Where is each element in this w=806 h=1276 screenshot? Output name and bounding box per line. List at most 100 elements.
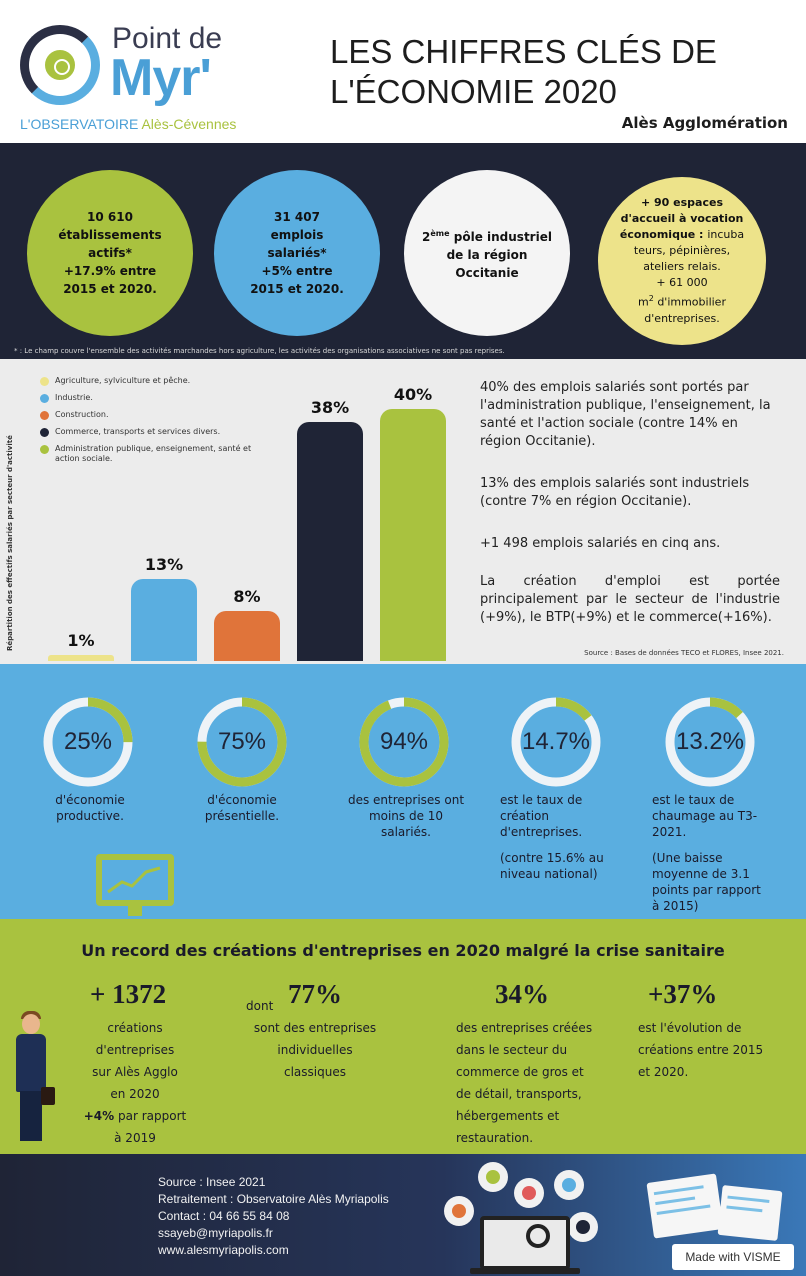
ring-value: 13.2% (675, 728, 745, 755)
ring-description: est le taux de création d'entreprises. (500, 793, 583, 839)
legend-label: Industrie. (55, 393, 93, 402)
legend-color-icon (40, 411, 49, 420)
chart-legend: Agriculture, sylviculture et pêche. Indus… (40, 376, 265, 471)
made-with-visme-badge[interactable]: Made with VISME (672, 1244, 794, 1270)
key-figure-spaces: + 90 espaces d'accueil à vocation économ… (598, 177, 766, 345)
ring-graphic (665, 697, 755, 787)
document-icon (646, 1173, 724, 1239)
creations-number: + 1372 (90, 979, 167, 1009)
commerce-text: des entreprises créées dans le secteur d… (456, 1021, 593, 1145)
ring-value: 25% (63, 728, 113, 755)
footnote: * : Le champ couvre l'ensemble des activ… (14, 347, 505, 355)
ring-extra-note: (Une baisse moyenne de 3.1 points par ra… (652, 851, 761, 913)
dont-label: dont (246, 999, 274, 1013)
person-body (16, 1034, 46, 1092)
legend-label: Administration publique, enseignement, s… (55, 444, 252, 463)
legend-color-icon (40, 377, 49, 386)
ring-description: d'économie productive. (55, 793, 125, 823)
footer: Source : Insee 2021 Retraitement : Obser… (0, 1154, 806, 1276)
ring-value: 75% (217, 728, 267, 755)
bar-value-label: 40% (393, 385, 433, 404)
bar-value-label: 38% (310, 397, 350, 417)
ring-progress (665, 697, 755, 787)
chart-source: Source : Bases de données TECO et FLORES… (584, 649, 784, 657)
stat-ring: 94% (358, 696, 450, 788)
ring-extra-note: (contre 15.6% au niveau national) (500, 851, 604, 881)
bar-value-label: 8% (233, 586, 261, 606)
ring-value: 94% (379, 728, 429, 755)
legend-item: Commerce, transports et services divers. (40, 427, 265, 437)
coins-icon (444, 1196, 474, 1226)
ring-description: est le taux de chaumage au T3-2021. (652, 793, 758, 839)
ring-progress (359, 697, 449, 787)
stat-ring: 13.2% (664, 696, 756, 788)
briefcase-icon (41, 1087, 55, 1105)
team-icon (514, 1178, 544, 1208)
legend-item: Agriculture, sylviculture et pêche. (40, 376, 265, 386)
person-legs (20, 1091, 42, 1141)
footer-retraitement: Retraitement : Observatoire Alès Myriapo… (158, 1192, 389, 1206)
legend-color-icon (40, 394, 49, 403)
logo-line1: Point de (112, 22, 223, 55)
creations-section: Un record des créations d'entreprises en… (0, 919, 806, 1154)
ring-value: 14.7% (521, 728, 591, 755)
logo-subtitle: L'OBSERVATOIRE Alès-Cévennes (20, 116, 237, 132)
footer-contact: Source : Insee 2021 Retraitement : Obser… (158, 1174, 389, 1259)
key-figure-employees: 31 407 emplois salariés* +5% entre 2015 … (214, 170, 380, 336)
sector-chart-section: Répartition des effectifs salariés par s… (0, 359, 806, 664)
key-figure-industrial-pole: 2ème pôle industriel de la région Occita… (404, 170, 570, 336)
page-subtitle: Alès Agglomération (621, 114, 788, 132)
bar (380, 409, 446, 661)
header: Point de Myr' L'OBSERVATOIRE Alès-Cévenn… (0, 0, 806, 143)
stat-ring: 25% (42, 696, 134, 788)
chart-paragraph-1: 40% des emplois salariés sont portés par… (480, 380, 771, 449)
ring-graphic (43, 697, 133, 787)
legend-label: Agriculture, sylviculture et pêche. (55, 376, 191, 385)
bar (297, 421, 363, 661)
key-figures-band: 10 610 établissements actifs* +17.9% ent… (0, 143, 806, 359)
stat-ring: 14.7% (510, 696, 602, 788)
person-icon (22, 1014, 40, 1034)
bar-value-label: 1% (67, 630, 95, 650)
target-icon (478, 1162, 508, 1192)
page-title: LES CHIFFRES CLÉS DE L'ÉCONOMIE 2020 (330, 33, 717, 110)
ring-description: d'économie présentielle. (204, 793, 280, 823)
monitor-stand (128, 906, 142, 916)
stat-ring: 75% (196, 696, 288, 788)
ring-progress (43, 697, 133, 787)
bar (214, 610, 280, 661)
individual-number: 77% (288, 979, 342, 1009)
legend-item: Construction. (40, 410, 265, 420)
creations-text: créations d'entreprises sur Alès Agglo e… (83, 1021, 187, 1145)
bar-value-label: 13% (144, 555, 184, 575)
ring-graphic (511, 697, 601, 787)
calendar-icon (554, 1170, 584, 1200)
bar-chart: 1% 13% 8% 38% 40% (0, 359, 470, 664)
document-icon (717, 1185, 783, 1241)
ring-progress (511, 697, 601, 787)
commerce-number: 34% (495, 979, 549, 1009)
evolution-number: +37% (648, 979, 718, 1009)
legend-label: Construction. (55, 410, 109, 419)
footer-email[interactable]: ssayeb@myriapolis.fr (158, 1226, 273, 1240)
individual-text: sont des entreprises individuelles class… (253, 1021, 377, 1079)
ring-graphic (197, 697, 287, 787)
legend-label: Commerce, transports et services divers. (55, 427, 221, 436)
rings-section: 25% d'économie productive. 75% d'économie p… (0, 664, 806, 919)
logo-line2: Myr' (110, 49, 212, 107)
laptop-base (470, 1268, 580, 1274)
legend-item: Administration publique, enseignement, s… (40, 444, 265, 464)
footer-phone: Contact : 04 66 55 84 08 (158, 1209, 290, 1223)
ring-progress (197, 697, 287, 787)
key-figure-establishments: 10 610 établissements actifs* +17.9% ent… (27, 170, 193, 336)
magnifier-icon (526, 1224, 550, 1248)
legend-color-icon (40, 445, 49, 454)
ring-description: des entreprises ont moins de 10 salariés… (347, 793, 465, 839)
creations-title: Un record des créations d'entreprises en… (81, 941, 725, 960)
laptop-icon (480, 1216, 570, 1270)
chart-paragraph-3: +1 498 emplois salariés en cinq ans. (480, 536, 721, 551)
chart-paragraph-4: La création d'emploi est portée principa… (480, 574, 780, 625)
logo-ring-icon (20, 25, 100, 105)
footer-website[interactable]: www.alesmyriapolis.com (158, 1243, 289, 1257)
bar (48, 654, 114, 661)
